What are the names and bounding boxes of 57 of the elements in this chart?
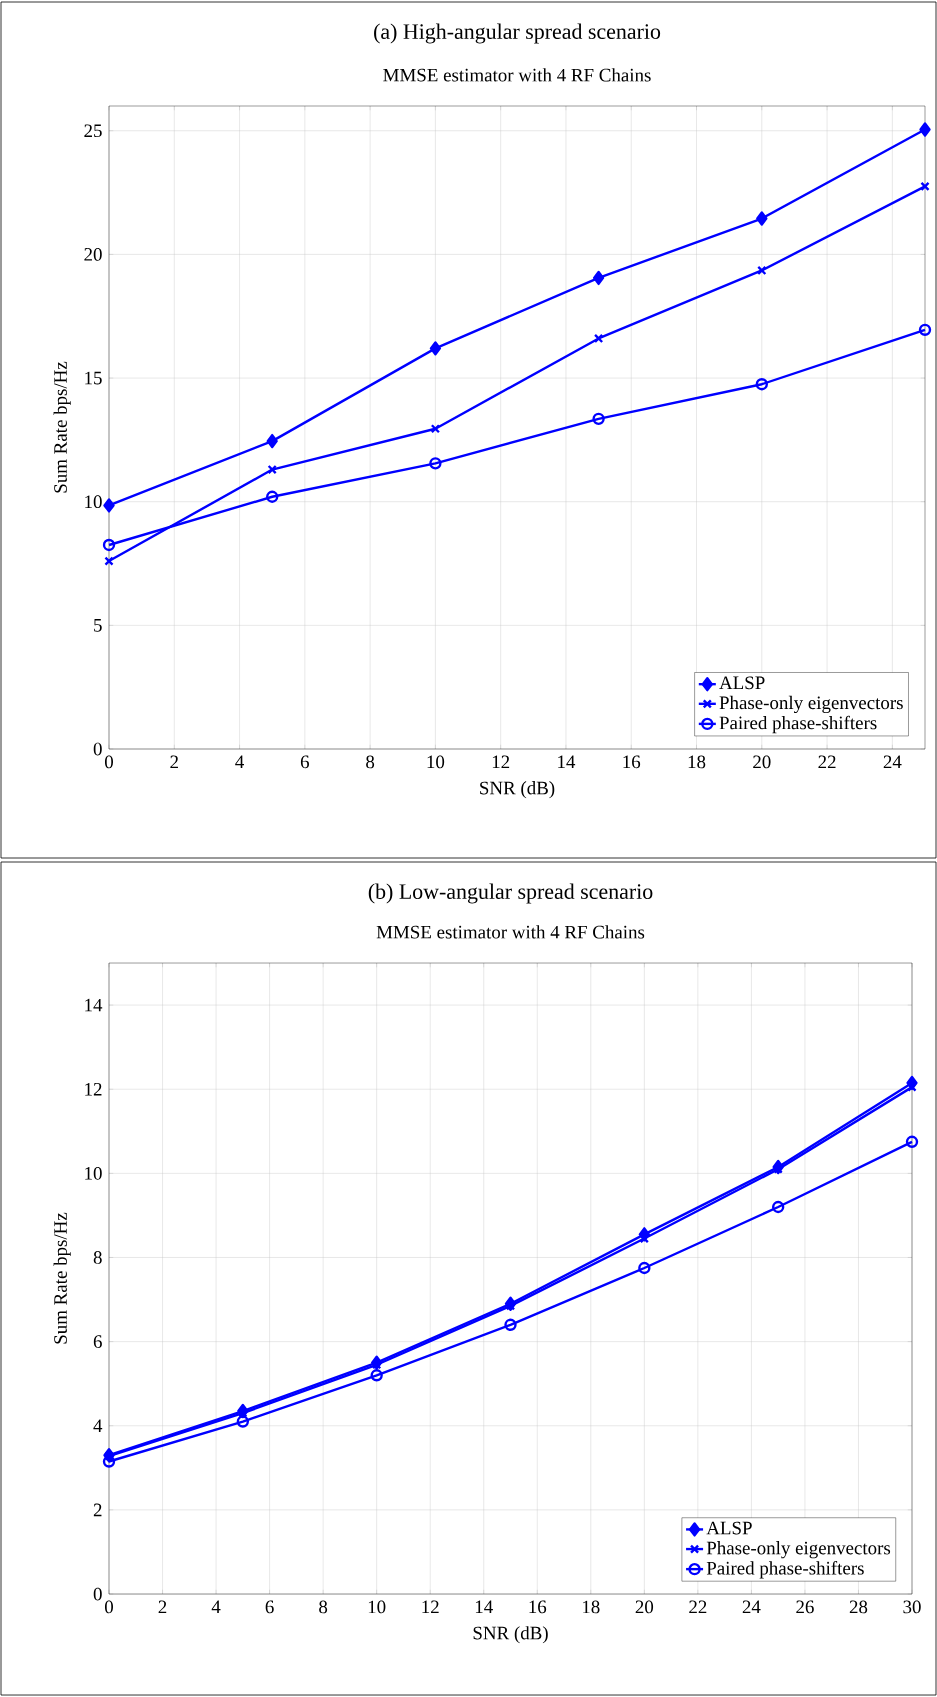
y-tick-label: 5 [94, 619, 102, 632]
legend-label: Phase-only eigenvectors [706, 1541, 891, 1559]
chart-subtitle: MMSE estimator with 4 RF Chains [383, 68, 651, 82]
x-tick-label: 14 [475, 1600, 493, 1614]
y-tick-label: 8 [93, 1251, 102, 1264]
x-tick-label: 20 [753, 755, 771, 769]
x-tick-label: 0 [104, 755, 113, 769]
x-tick-label: 30 [903, 1600, 921, 1614]
y-tick-label: 10 [85, 1166, 102, 1180]
x-tick-label: 24 [742, 1600, 761, 1614]
x-tick-label: 2 [158, 1600, 167, 1614]
y-tick-label: 6 [93, 1335, 102, 1348]
x-tick-label: 6 [300, 755, 309, 769]
chart-title: (a) High-angular spread scenario [374, 23, 661, 44]
y-tick-label: 0 [93, 1587, 102, 1601]
x-tick-label: 16 [529, 1600, 547, 1614]
legend-label: Paired phase-shifters [706, 1561, 864, 1579]
x-tick-label: 4 [235, 755, 244, 768]
x-axis-title: SNR (dB) [473, 1626, 548, 1644]
x-tick-label: 14 [558, 755, 576, 769]
chart-title: (b) Low-angular spread scenario [368, 883, 653, 904]
x-tick-label: 18 [688, 755, 706, 769]
x-axis-title: SNR (dB) [480, 781, 555, 799]
x-tick-label: 12 [492, 755, 510, 769]
y-tick-label: 20 [84, 248, 102, 261]
x-tick-label: 16 [623, 755, 641, 769]
x-tick-label: 8 [366, 755, 375, 769]
x-tick-label: 22 [818, 755, 836, 769]
x-tick-label: 10 [368, 1600, 386, 1614]
x-tick-label: 4 [211, 1600, 221, 1613]
legend-label: ALSP [706, 1521, 752, 1535]
legend-label: ALSP [719, 676, 765, 690]
x-tick-label: 6 [265, 1600, 274, 1614]
x-tick-label: 22 [689, 1600, 707, 1614]
y-tick-label: 0 [93, 742, 102, 756]
x-tick-label: 28 [849, 1600, 868, 1614]
y-tick-label: 4 [93, 1419, 103, 1432]
x-tick-label: 24 [883, 755, 902, 769]
legend-label: Paired phase-shifters [719, 715, 877, 734]
x-tick-label: 2 [170, 755, 178, 769]
legend-label: Phase-only eigenvectors [719, 695, 903, 714]
chart-subtitle: MMSE estimator with 4 RF Chains [376, 925, 645, 939]
y-tick-label: 25 [84, 124, 102, 138]
x-tick-label: 18 [583, 1600, 600, 1614]
y-tick-label: 2 [93, 1503, 102, 1517]
y-tick-label: 14 [85, 998, 103, 1012]
x-tick-label: 12 [422, 1600, 439, 1614]
y-tick-label: 15 [85, 371, 102, 385]
x-tick-label: 20 [635, 1600, 654, 1614]
x-tick-label: 10 [427, 755, 445, 769]
y-tick-label: 12 [85, 1082, 102, 1096]
y-axis-title: Sum Rate bps/Hz [53, 1212, 71, 1344]
y-axis-title: Sum Rate bps/Hz [53, 361, 71, 493]
y-tick-label: 10 [85, 495, 102, 509]
x-tick-label: 0 [104, 1600, 113, 1614]
x-tick-label: 8 [319, 1600, 328, 1614]
x-tick-label: 26 [796, 1600, 814, 1614]
